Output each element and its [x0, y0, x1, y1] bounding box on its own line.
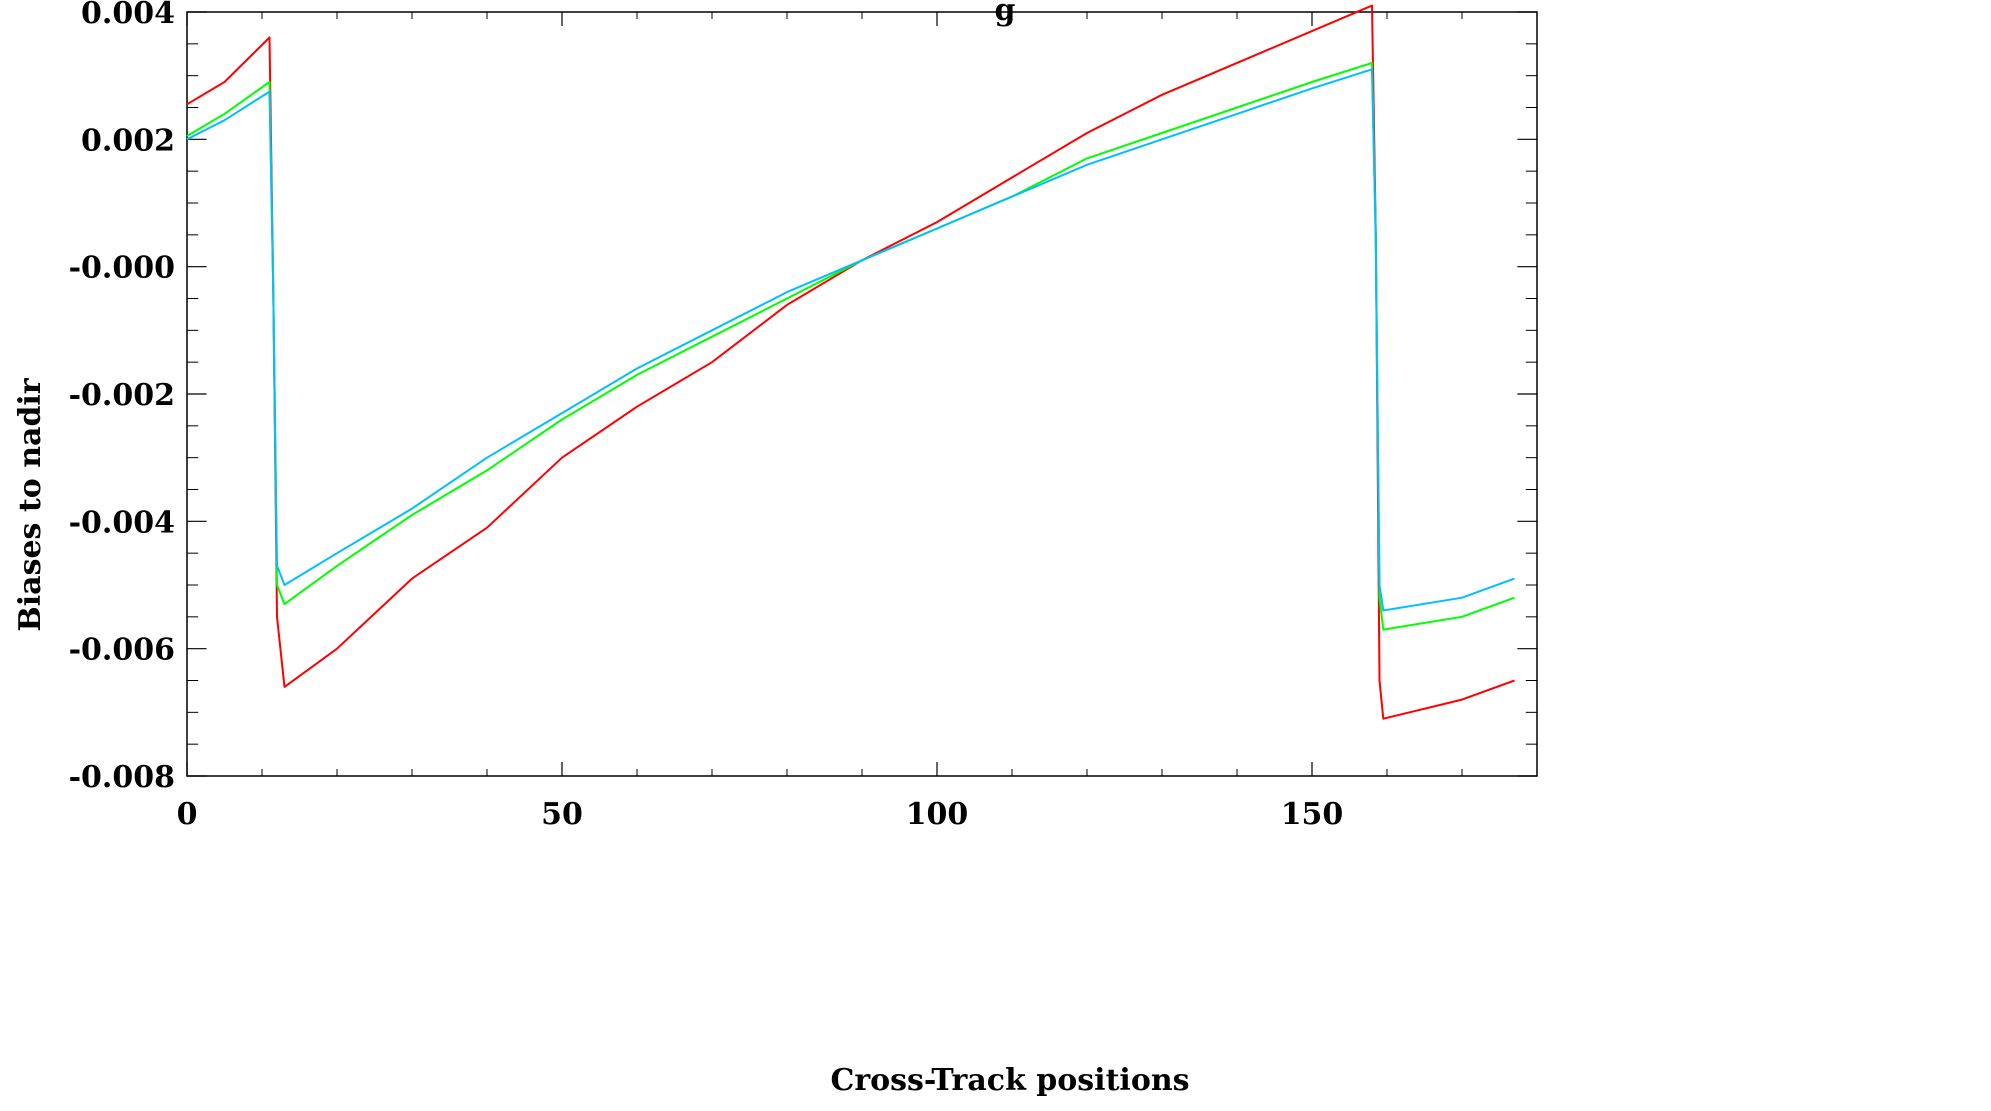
y-tick-label: -0.000: [69, 251, 175, 286]
y-tick-label: -0.006: [69, 633, 175, 668]
x-tick-label: 150: [1281, 797, 1344, 832]
x-tick-label: 50: [541, 797, 583, 832]
x-tick-label: 0: [177, 797, 198, 832]
x-axis-title: Cross-Track positions: [830, 1063, 1189, 1098]
y-tick-label: -0.004: [69, 505, 175, 540]
y-tick-label: 0.004: [81, 0, 175, 31]
chart-title-fragment: g: [995, 0, 1016, 28]
axes: [186, 11, 1538, 777]
series-layer: [186, 4, 1515, 720]
series-line-2: [186, 61, 1515, 631]
series-line-3: [186, 68, 1515, 612]
labels-layer: g Cross-Track positions Biases to nadir …: [13, 0, 1343, 1098]
x-tick-label: 100: [906, 797, 969, 832]
y-tick-label: -0.008: [69, 760, 175, 795]
y-tick-label: -0.002: [69, 378, 175, 413]
plot-frame: [186, 11, 1538, 777]
y-tick-label: 0.002: [81, 123, 175, 158]
series-line-1: [186, 4, 1515, 720]
y-axis-title: Biases to nadir: [13, 377, 48, 631]
